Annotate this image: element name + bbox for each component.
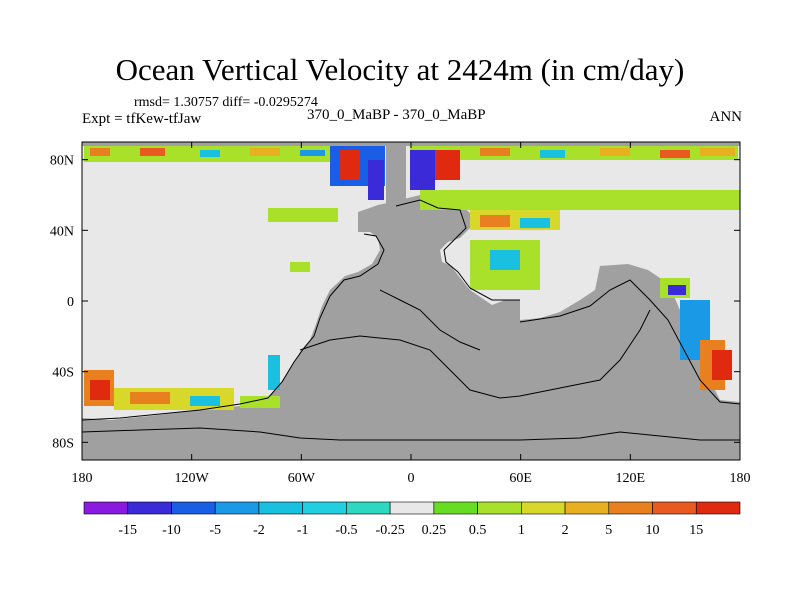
land-pangea [82, 195, 740, 460]
patch [268, 355, 280, 390]
x-tick-label: 60W [288, 471, 316, 486]
patch [668, 285, 686, 295]
colorbar-swatch [564, 501, 610, 515]
patch [268, 208, 338, 222]
colorbar-label: -2 [253, 523, 265, 538]
coastline [81, 427, 740, 441]
patch [712, 350, 732, 380]
colorbar-swatch [433, 501, 478, 515]
colorbar-swatch [477, 501, 522, 515]
run-comparison-label: 370_0_MaBP - 370_0_MaBP [307, 107, 486, 123]
season-label: ANN [709, 109, 743, 125]
patch [540, 150, 565, 158]
patch [200, 150, 220, 157]
patch [490, 250, 520, 270]
colorbar-label: -10 [162, 523, 181, 538]
colorbar: -15 -10 -5 -2 -1 -0.5 -0.25 0.25 0.5 1 2 5 10 15 [83, 501, 741, 538]
y-axis: 80N 40N 0 40S 80S [50, 154, 740, 451]
patch [368, 160, 384, 200]
patch [660, 150, 690, 158]
experiment-label: Expt = tfKew-tfJaw [82, 111, 202, 127]
patch [700, 148, 735, 156]
colorbar-label: 0.25 [422, 523, 447, 538]
colorbar-label: -15 [118, 523, 137, 538]
colorbar-swatch [389, 501, 435, 515]
colorbar-label: 0.5 [469, 523, 487, 538]
colorbar-label: -5 [209, 523, 221, 538]
colorbar-swatch [695, 501, 741, 515]
patch [520, 218, 550, 228]
patch [90, 380, 110, 400]
patch [410, 150, 435, 190]
velocity-patches [84, 146, 740, 410]
y-tick-label: 80N [50, 154, 74, 169]
colorbar-swatch [214, 501, 260, 515]
coastlines [81, 199, 741, 441]
chart-title: Ocean Vertical Velocity at 2424m (in cm/… [115, 52, 685, 87]
colorbar-label: 2 [562, 523, 569, 538]
patch [190, 396, 220, 406]
patch [435, 150, 460, 180]
x-tick-label: 0 [408, 471, 415, 486]
rmsd-diff-stats: rmsd= 1.30757 diff= -0.0295274 [134, 95, 318, 110]
colorbar-swatch [521, 501, 566, 515]
coastline [299, 309, 651, 399]
y-tick-label: 80S [52, 436, 74, 451]
patch [290, 262, 310, 272]
colorbar-label: -0.25 [376, 523, 405, 538]
patch [600, 148, 630, 156]
colorbar-label: 5 [605, 523, 612, 538]
coastline [81, 233, 385, 421]
colorbar-swatch [127, 501, 172, 515]
x-axis: 180 120W 60W 0 60E 120E 180 [72, 142, 751, 486]
patch [420, 190, 740, 210]
colorbar-label: 1 [518, 523, 525, 538]
y-tick-label: 40S [52, 366, 74, 381]
patch [250, 148, 280, 156]
colorbar-swatch [171, 501, 216, 515]
colorbar-label: 15 [689, 523, 703, 538]
colorbar-swatch [652, 501, 697, 515]
patch [300, 150, 325, 156]
colorbar-label: 10 [646, 523, 660, 538]
colorbar-swatch [302, 501, 347, 515]
colorbar-swatch [258, 501, 303, 515]
x-tick-label: 180 [730, 471, 751, 486]
coastline [519, 279, 741, 405]
coastline [395, 199, 520, 301]
y-tick-label: 40N [50, 224, 74, 239]
colorbar-swatch [346, 501, 391, 515]
colorbar-swatch [83, 501, 129, 515]
x-tick-label: 120E [616, 471, 646, 486]
patch [340, 150, 360, 180]
colorbar-label: -1 [297, 523, 309, 538]
patch [240, 396, 280, 408]
map-plot-area [81, 141, 741, 461]
x-tick-label: 120W [175, 471, 210, 486]
x-tick-label: 180 [72, 471, 93, 486]
patch [480, 148, 510, 156]
patch [480, 215, 510, 227]
patch [130, 392, 170, 404]
coastline [379, 289, 481, 351]
patch [140, 148, 165, 156]
land-north-strip [386, 142, 406, 204]
colorbar-swatch [608, 501, 653, 515]
y-tick-label: 0 [67, 295, 74, 310]
x-tick-label: 60E [509, 471, 532, 486]
patch [90, 148, 110, 156]
colorbar-label: -0.5 [335, 523, 357, 538]
